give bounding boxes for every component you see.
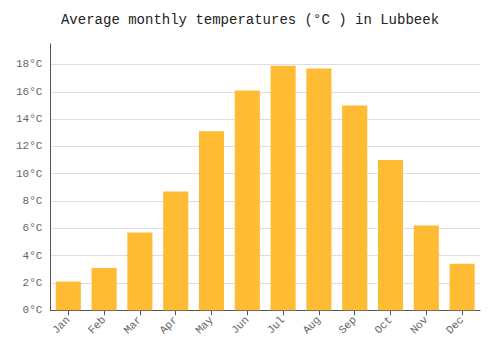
svg-text:14°C: 14°C [16,113,43,125]
svg-text:Oct: Oct [372,314,394,336]
svg-text:Jun: Jun [229,314,251,336]
svg-text:Dec: Dec [444,314,466,336]
svg-text:16°C: 16°C [16,86,43,98]
svg-text:Jul: Jul [265,314,287,336]
svg-text:Average monthly temperatures (: Average monthly temperatures (°C ) in Lu… [61,12,439,28]
svg-text:Jan: Jan [50,314,72,336]
svg-text:Nov: Nov [408,314,431,337]
svg-text:May: May [193,314,216,337]
svg-text:6°C: 6°C [23,222,43,234]
svg-text:2°C: 2°C [23,277,43,289]
svg-text:4°C: 4°C [23,250,43,262]
svg-text:12°C: 12°C [16,140,43,152]
svg-text:Apr: Apr [157,314,179,336]
svg-text:Mar: Mar [122,314,144,336]
svg-text:8°C: 8°C [23,195,43,207]
svg-text:Aug: Aug [301,314,323,336]
svg-text:10°C: 10°C [16,168,43,180]
svg-text:0°C: 0°C [23,304,43,316]
svg-text:18°C: 18°C [16,58,43,70]
svg-text:Sep: Sep [336,314,358,336]
svg-text:Feb: Feb [86,314,108,336]
